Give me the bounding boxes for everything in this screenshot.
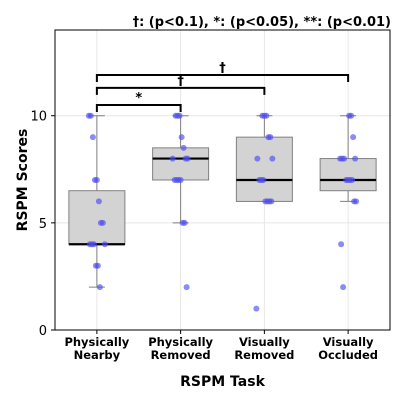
iqr-box: [319, 158, 377, 192]
significance-bracket: †: [95, 61, 350, 82]
data-point: [87, 112, 94, 119]
data-point: [169, 155, 176, 162]
data-point: [341, 155, 348, 162]
data-point: [348, 112, 355, 119]
significance-bracket: †: [95, 74, 266, 95]
x-tick-label: Occluded: [318, 348, 378, 362]
data-point: [178, 134, 185, 141]
x-tick-label: Visually: [323, 335, 374, 349]
data-point: [101, 241, 108, 248]
data-point: [260, 177, 267, 183]
data-point: [99, 219, 106, 226]
bracket-label: †: [177, 74, 184, 89]
data-point: [267, 134, 274, 141]
plot-frame: [54, 29, 391, 331]
data-point: [176, 112, 183, 119]
data-point: [89, 134, 96, 141]
data-point: [183, 284, 190, 291]
significance-bracket: *: [95, 91, 182, 112]
x-tick-label: Visually: [239, 335, 290, 349]
iqr-box: [68, 190, 126, 245]
data-point: [269, 155, 276, 162]
iqr-box: [152, 147, 210, 181]
bracket-line: [95, 74, 350, 82]
data-point: [263, 112, 270, 119]
data-point: [93, 177, 100, 183]
data-point: [254, 155, 261, 162]
data-point: [349, 177, 356, 183]
y-tick-label: 10: [30, 110, 47, 125]
x-axis-label: RSPM Task: [180, 374, 265, 390]
x-tick-label: Nearby: [74, 348, 121, 362]
data-point: [90, 241, 97, 248]
data-point: [338, 241, 345, 248]
x-tick-label: Physically: [148, 335, 213, 349]
data-point: [268, 198, 275, 205]
x-tick-label: Removed: [151, 348, 211, 362]
y-tick-label: 0: [39, 324, 47, 339]
y-axis-label: RSPM Scores: [15, 129, 31, 232]
data-point: [96, 284, 103, 291]
data-point: [340, 284, 347, 291]
data-point: [353, 198, 360, 205]
x-tick-label: Physically: [64, 335, 129, 349]
data-point: [95, 198, 102, 205]
y-tick-label: 5: [39, 217, 47, 232]
data-point: [177, 177, 184, 183]
data-point: [94, 262, 101, 269]
bracket-label: †: [219, 61, 226, 76]
data-point: [350, 134, 357, 141]
bracket-label: *: [135, 91, 142, 106]
bracket-line: [95, 104, 182, 112]
data-point: [184, 155, 191, 162]
data-point: [253, 305, 260, 312]
data-point: [352, 155, 359, 162]
significance-legend: †: (p<0.1), *: (p<0.05), **: (p<0.01): [133, 15, 391, 30]
bracket-line: [95, 86, 266, 95]
data-point: [180, 144, 187, 151]
iqr-box: [235, 136, 293, 202]
x-tick-label: Removed: [234, 348, 294, 362]
data-point: [181, 219, 188, 226]
